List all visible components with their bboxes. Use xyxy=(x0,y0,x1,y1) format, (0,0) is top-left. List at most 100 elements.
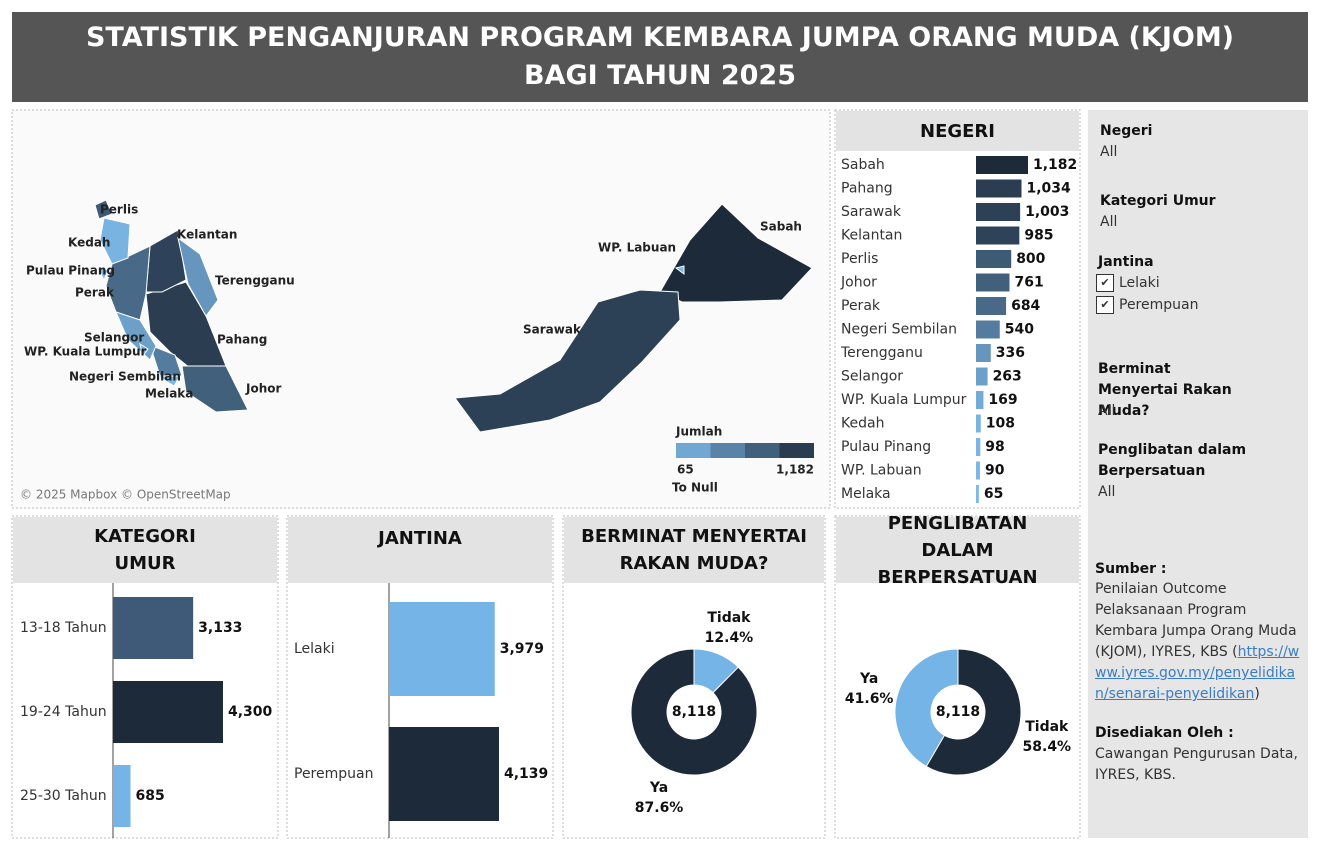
value-label: 336 xyxy=(996,345,1025,361)
legend-min: 65 xyxy=(677,463,694,477)
bar xyxy=(113,765,131,827)
donut-slice xyxy=(630,648,758,776)
bar xyxy=(976,367,988,386)
map-label: Perak xyxy=(75,286,115,300)
donut-slice xyxy=(925,648,1022,776)
map-region xyxy=(454,289,681,433)
donut-total: 8,118 xyxy=(672,704,716,720)
map-label: Sarawak xyxy=(523,323,582,337)
map-region xyxy=(94,199,113,220)
donut-total: 8,118 xyxy=(936,704,980,720)
category-label: Pahang xyxy=(841,181,893,197)
map-label: Pahang xyxy=(217,333,267,347)
legend-max: 1,182 xyxy=(776,463,814,477)
text: ) xyxy=(1254,686,1260,702)
filter-label: Kategori Umur xyxy=(1100,193,1216,209)
checkbox[interactable]: ✔ Lelaki xyxy=(1096,274,1160,292)
link[interactable]: https://www.iyres.gov.my/penyelidikan/se… xyxy=(1095,644,1300,702)
value-label: 800 xyxy=(1016,251,1045,267)
bar xyxy=(976,391,984,409)
legend-title: Jumlah xyxy=(675,425,722,439)
category-label: Perak xyxy=(841,298,881,314)
map-region xyxy=(659,203,813,303)
bar xyxy=(976,250,1012,268)
value-label: 985 xyxy=(1024,228,1053,244)
sumber-text: Penilaian Outcome Pelaksanaan Program Ke… xyxy=(1095,579,1305,705)
map-label: Selangor xyxy=(84,331,144,345)
bar xyxy=(113,681,223,743)
map-region xyxy=(149,344,183,377)
legend-swatch xyxy=(745,443,780,458)
value-label: 98 xyxy=(985,439,1004,455)
donut-slice xyxy=(894,648,959,768)
title-line: BAGI TAHUN 2025 xyxy=(524,60,796,91)
bar xyxy=(976,344,991,362)
category-label: Sabah xyxy=(841,157,885,173)
category-label: Kelantan xyxy=(841,228,902,244)
slice-name: Tidak xyxy=(1025,719,1069,735)
value-label: 169 xyxy=(988,392,1017,408)
option: Perempuan xyxy=(1119,297,1199,313)
bar xyxy=(976,273,1010,292)
checkbox[interactable]: ✔ Perempuan xyxy=(1096,296,1198,314)
panel-title: KATEGORI UMUR xyxy=(13,517,277,583)
category-label: 13-18 Tahun xyxy=(20,620,107,636)
filter-value[interactable]: All xyxy=(1098,403,1116,419)
category-label: WP. Labuan xyxy=(841,463,922,479)
map-region xyxy=(139,342,149,358)
filter-value[interactable]: All xyxy=(1100,144,1118,160)
filter-value[interactable]: All xyxy=(1098,484,1116,500)
sumber-label: Sumber : xyxy=(1095,561,1167,577)
category-label: Melaka xyxy=(841,486,891,502)
bar xyxy=(976,461,980,480)
map-region xyxy=(97,267,109,282)
map-label: WP. Kuala Lumpur xyxy=(24,345,147,359)
title: PENGLIBATAN DALAM BERPERSATUAN xyxy=(877,512,1038,588)
filter-label: Negeri xyxy=(1100,123,1153,139)
category-label: Sarawak xyxy=(841,204,902,220)
value-label: 4,300 xyxy=(228,704,273,720)
bar xyxy=(976,179,1022,198)
value-label: 4,139 xyxy=(504,766,548,782)
bar xyxy=(976,156,1028,174)
category-label: Selangor xyxy=(841,369,903,385)
category-label: Terengganu xyxy=(840,345,923,361)
map-attribution: © 2025 Mapbox © OpenStreetMap xyxy=(20,488,231,502)
title: JANTINA xyxy=(378,528,462,549)
title: BERMINAT MENYERTAI RAKAN MUDA? xyxy=(581,526,807,574)
bar xyxy=(976,320,1000,339)
value-label: 761 xyxy=(1014,275,1043,291)
slice-name: Tidak xyxy=(707,610,751,626)
category-label: Johor xyxy=(840,275,877,291)
map-label: Johor xyxy=(245,382,281,396)
panel-title: NEGERI xyxy=(836,111,1079,151)
header: STATISTIK PENGANJURAN PROGRAM KEMBARA JU… xyxy=(12,12,1308,102)
map-region xyxy=(181,365,249,413)
slice-label: 12.4% xyxy=(705,630,754,646)
bar xyxy=(976,226,1020,245)
value-label: 1,003 xyxy=(1025,204,1069,220)
filter-label: Penglibatan dalam Berpersatuan xyxy=(1098,442,1247,479)
map-label: Melaka xyxy=(145,387,193,401)
legend-swatch xyxy=(710,443,745,458)
title: NEGERI xyxy=(920,120,995,142)
bar xyxy=(389,602,495,696)
map-label: Pulau Pinang xyxy=(26,264,115,278)
value-label: 684 xyxy=(1011,298,1040,314)
category-label: 19-24 Tahun xyxy=(20,704,107,720)
value-label: 685 xyxy=(136,788,165,804)
value-label: 3,979 xyxy=(500,641,544,657)
panel-title: JANTINA xyxy=(288,517,552,583)
value-label: 108 xyxy=(986,416,1015,432)
panel-title: PENGLIBATAN DALAM BERPERSATUAN xyxy=(836,513,1079,588)
option: Lelaki xyxy=(1119,275,1160,291)
bar xyxy=(976,438,981,456)
category-label: Pulau Pinang xyxy=(841,439,931,455)
filter-value[interactable]: All xyxy=(1100,214,1118,230)
category-label: 25-30 Tahun xyxy=(20,788,107,804)
category-label: Negeri Sembilan xyxy=(841,322,957,338)
map-region xyxy=(177,236,219,317)
map-label: WP. Labuan xyxy=(598,241,676,255)
category-label: Lelaki xyxy=(294,641,335,657)
filter-label: Berminat Menyertai Rakan Muda? xyxy=(1098,361,1232,419)
